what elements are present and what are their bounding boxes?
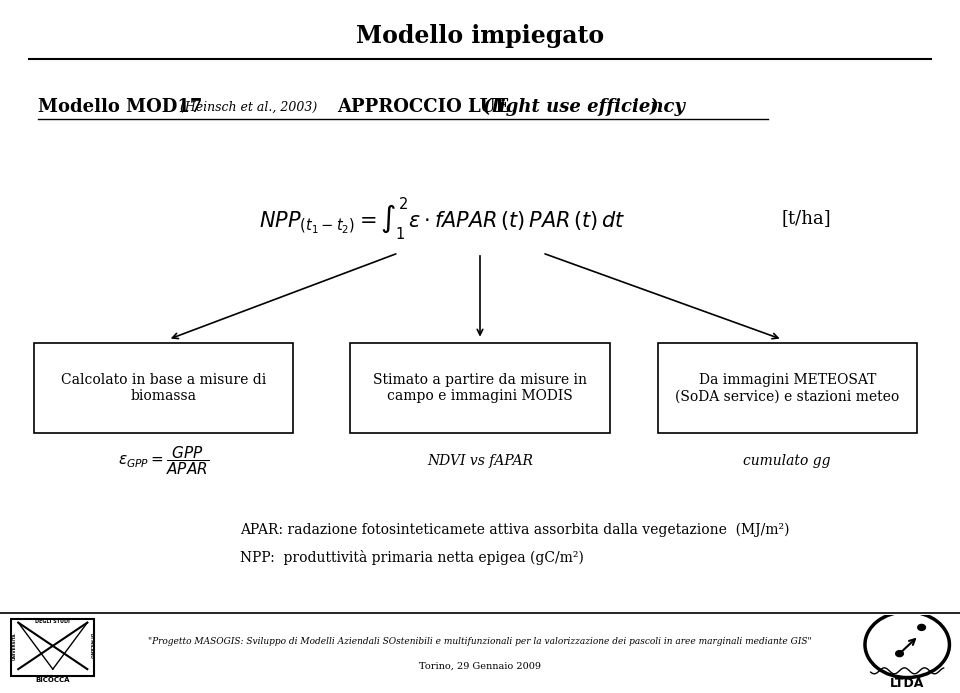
Text: NPP:  produttività primaria netta epigea (gC/m²): NPP: produttività primaria netta epigea …: [240, 550, 584, 565]
Text: Calcolato in base a misure di
biomassa: Calcolato in base a misure di biomassa: [60, 373, 266, 403]
FancyBboxPatch shape: [12, 619, 94, 676]
FancyBboxPatch shape: [658, 343, 917, 433]
Text: (Heinsch et al., 2003): (Heinsch et al., 2003): [180, 101, 318, 114]
Text: $NPP_{(t_1-t_2)} = \int_1^2 \varepsilon \cdot fAPAR\,(t)\,PAR\,(t)\,dt$: $NPP_{(t_1-t_2)} = \int_1^2 \varepsilon …: [258, 195, 625, 242]
Text: DI MILANO: DI MILANO: [89, 633, 93, 658]
Text: NDVI vs fAPAR: NDVI vs fAPAR: [427, 454, 533, 468]
FancyBboxPatch shape: [350, 343, 610, 433]
Text: BICOCCA: BICOCCA: [36, 677, 70, 683]
Text: cumulato gg: cumulato gg: [743, 454, 831, 468]
Text: Modello MOD17: Modello MOD17: [38, 98, 203, 116]
Text: APAR: radazione fotosinteticamete attiva assorbita dalla vegetazione  (MJ/m²): APAR: radazione fotosinteticamete attiva…: [240, 523, 789, 537]
Text: $\varepsilon_{GPP} = \dfrac{GPP}{APAR}$: $\varepsilon_{GPP} = \dfrac{GPP}{APAR}$: [117, 444, 209, 477]
Text: ): ): [650, 98, 659, 116]
Text: Da immagini METEOSAT
(SoDA service) e stazioni meteo: Da immagini METEOSAT (SoDA service) e st…: [675, 373, 900, 403]
Text: Modello impiegato: Modello impiegato: [356, 24, 604, 49]
Text: APPROCCIO LUE: APPROCCIO LUE: [337, 98, 509, 116]
Text: DEGLI STUDI: DEGLI STUDI: [36, 619, 70, 624]
Text: light use efficiency: light use efficiency: [492, 98, 685, 116]
Text: LTDA: LTDA: [890, 677, 924, 690]
FancyBboxPatch shape: [34, 343, 293, 433]
Circle shape: [918, 624, 925, 631]
Text: Torino, 29 Gennaio 2009: Torino, 29 Gennaio 2009: [419, 663, 541, 671]
Text: (: (: [483, 98, 492, 116]
Text: "Progetto MASOGIS: Sviluppo di Modelli Aziendali SOstenibili e multifunzionali p: "Progetto MASOGIS: Sviluppo di Modelli A…: [148, 637, 812, 645]
Circle shape: [896, 651, 903, 656]
Text: UNIVERSITÀ: UNIVERSITÀ: [12, 632, 16, 660]
Text: [t/ha]: [t/ha]: [781, 209, 831, 227]
Text: Stimato a partire da misure in
campo e immagini MODIS: Stimato a partire da misure in campo e i…: [373, 373, 587, 403]
